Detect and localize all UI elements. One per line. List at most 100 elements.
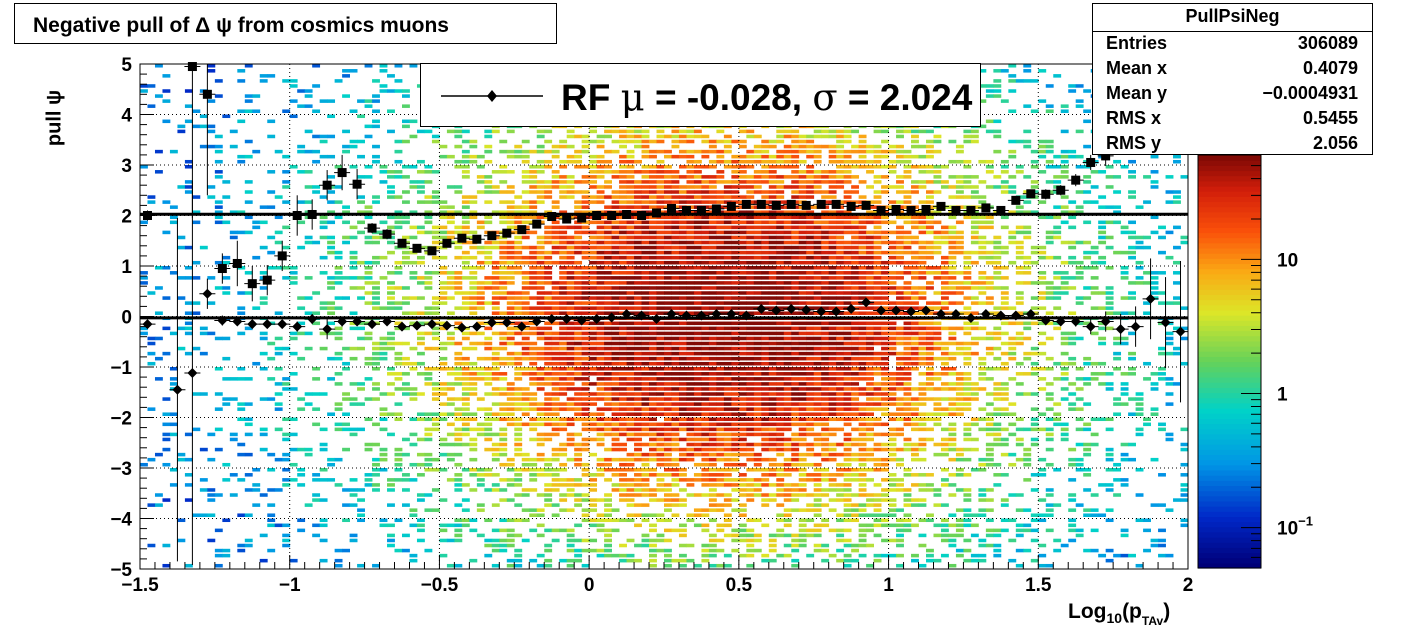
heatmap-cell [469,468,478,472]
heatmap-cell [619,255,627,260]
heatmap-cell [828,387,837,391]
heatmap-cell [589,276,598,280]
heatmap-cell [664,473,672,477]
heatmap-cell [671,190,680,194]
heatmap-cell [791,382,800,386]
heatmap-cell [836,235,845,240]
heatmap-cell [581,266,590,270]
heatmap-cell [499,220,508,225]
heatmap-cell [851,478,860,482]
heatmap-cell [746,488,755,492]
heatmap-cell [678,220,687,225]
heatmap-cell [581,296,590,300]
heatmap-cell [791,412,800,416]
heatmap-cell [319,271,328,275]
heatmap-cell [334,331,343,336]
heatmap-cell [836,392,845,396]
heatmap-cell [529,478,538,482]
heatmap-cell [649,351,657,356]
heatmap-cell [768,235,777,240]
heatmap-cell [701,528,710,533]
heatmap-cell [387,488,395,492]
heatmap-cell [566,235,575,240]
heatmap-cell [476,508,485,512]
heatmap-cell [536,185,545,189]
heatmap-cell [693,170,702,174]
heatmap-cell [484,159,493,164]
heatmap-cell [678,245,687,250]
heatmap-cell [506,462,515,467]
heatmap-cell [828,326,837,331]
heatmap-cell [349,503,358,507]
heatmap-cell [768,483,777,487]
heatmap-cell [723,185,732,189]
heatmap-cell [686,513,695,517]
heatmap-cell [701,240,710,245]
heatmap-cell [461,255,470,260]
heatmap-cell [641,382,650,386]
heatmap-cell [357,210,365,214]
heatmap-cell [506,356,515,361]
heatmap-cell [446,235,455,240]
heatmap-cell [843,518,852,523]
heatmap-cell [813,260,822,265]
heatmap-cell [693,190,702,194]
heatmap-cell [791,165,800,169]
heatmap-cell [753,250,762,255]
heatmap-cell [416,260,425,265]
heatmap-cell [604,149,612,154]
heatmap-cell [581,341,590,346]
heatmap-cell [753,149,762,154]
heatmap-cell [454,412,463,416]
heatmap-cell [731,377,740,381]
heatmap-cell [813,382,822,386]
heatmap-cell [439,301,448,305]
heatmap-cell [716,260,725,265]
heatmap-cell [746,498,755,502]
heatmap-cell [753,281,762,285]
heatmap-cell [828,442,837,447]
heatmap-cell [678,356,687,361]
heatmap-cell [252,225,261,230]
heatmap-cell [649,387,657,391]
heatmap-cell [671,513,680,517]
heatmap-cell [649,397,657,401]
heatmap-cell [776,447,785,452]
heatmap-cell [656,498,665,502]
heatmap-cell [334,306,343,310]
heatmap-cell [768,326,777,331]
heatmap-cell [409,271,418,275]
heatmap-cell [521,387,530,391]
heatmap-cell [768,422,777,427]
heatmap-cell [708,367,717,371]
heatmap-cell [701,331,710,336]
heatmap-cell [439,387,448,391]
heatmap-cell [559,493,568,497]
heatmap-cell [334,266,343,270]
heatmap-cell [357,154,365,159]
heatmap-cell [514,240,523,245]
heatmap-cell [514,210,523,214]
heatmap-cell [237,377,246,381]
heatmap-cell [731,175,740,179]
heatmap-cell [723,468,732,472]
heatmap-cell [319,215,328,220]
heatmap-cell [813,402,822,406]
heatmap-cell [604,220,612,225]
heatmap-cell [342,74,350,78]
heatmap-cell [753,271,762,275]
heatmap-cell [768,154,777,159]
heatmap-cell [604,250,612,255]
heatmap-cell [379,452,388,457]
heatmap-cell [753,432,762,437]
heatmap-cell [723,407,732,411]
heatmap-cell [499,149,508,154]
heatmap-cell [469,159,478,164]
heatmap-cell [237,442,246,447]
heatmap-cell [514,149,523,154]
heatmap-cell [297,89,306,93]
heatmap-cell [664,326,672,331]
heatmap-cell [544,180,553,184]
heatmap-cell [693,412,702,416]
heatmap-cell [798,397,807,401]
